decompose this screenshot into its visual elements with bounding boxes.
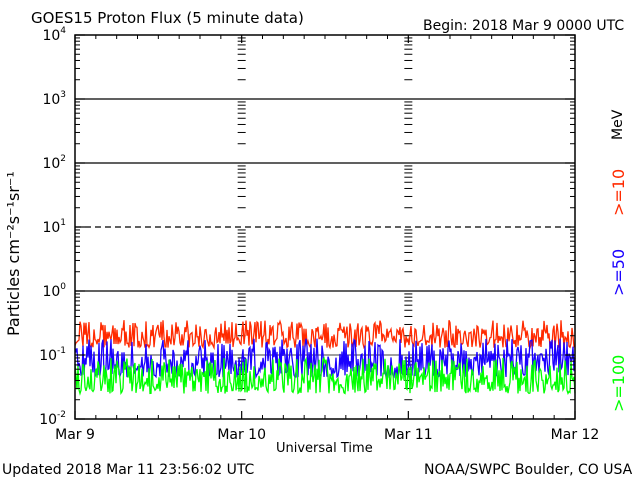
y-tick-label: 100 bbox=[42, 282, 66, 300]
x-tick-label: Mar 10 bbox=[217, 427, 266, 443]
series-line bbox=[74, 338, 576, 380]
y-tick-label: 101 bbox=[42, 218, 66, 236]
legend-item-100: >=100 bbox=[609, 354, 628, 412]
chart-title: GOES15 Proton Flux (5 minute data) bbox=[31, 9, 304, 27]
legend-item-50: >=50 bbox=[609, 248, 628, 296]
y-axis-label: Particles cm⁻²s⁻¹sr⁻¹ bbox=[4, 171, 23, 336]
legend-unit: MeV bbox=[610, 109, 626, 140]
y-tick-label: 103 bbox=[42, 90, 66, 108]
y-tick-label: 102 bbox=[42, 154, 66, 172]
y-tick-label: 10-2 bbox=[39, 410, 66, 428]
x-tick-label: Mar 12 bbox=[551, 427, 600, 443]
y-tick-label: 104 bbox=[42, 26, 66, 44]
legend-item-10: >=10 bbox=[609, 168, 628, 216]
x-tick-label: Mar 9 bbox=[55, 427, 95, 443]
y-tick-label: 10-1 bbox=[39, 346, 66, 364]
x-tick-label: Mar 11 bbox=[384, 427, 433, 443]
series-line bbox=[74, 319, 576, 351]
updated-timestamp: Updated 2018 Mar 11 23:56:02 UTC bbox=[2, 462, 255, 478]
begin-time: Begin: 2018 Mar 9 0000 UTC bbox=[423, 18, 625, 34]
credit-text: NOAA/SWPC Boulder, CO USA bbox=[424, 462, 633, 478]
series-line bbox=[74, 356, 576, 396]
x-axis-label: Universal Time bbox=[276, 441, 373, 456]
